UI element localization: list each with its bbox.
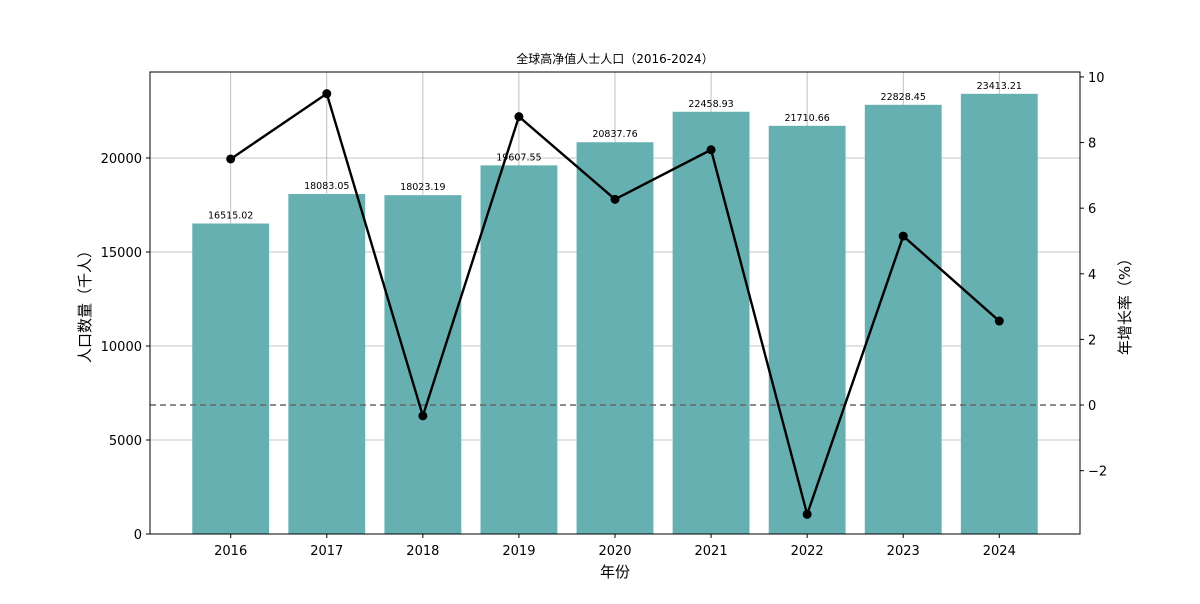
x-axis-label: 年份 <box>600 563 630 581</box>
bar-value-label: 22828.45 <box>881 92 926 103</box>
growth-point <box>994 316 1004 326</box>
y2-tick-label: 6 <box>1088 202 1096 217</box>
bar-value-label: 21710.66 <box>784 113 829 124</box>
bar-value-label: 18023.19 <box>400 182 445 193</box>
x-tick-label: 2017 <box>310 544 343 559</box>
y-tick-label: 10000 <box>101 340 142 355</box>
bar-value-label: 23413.21 <box>977 81 1022 92</box>
x-tick-label: 2020 <box>598 544 631 559</box>
y-tick-label: 5000 <box>109 434 142 449</box>
x-tick-label: 2024 <box>983 544 1016 559</box>
growth-point <box>226 154 236 164</box>
y2-axis-label: 年增长率（%） <box>1116 251 1134 355</box>
bar <box>288 194 366 535</box>
y2-tick-label: 8 <box>1088 137 1096 152</box>
chart-title: 全球高净值人士人口（2016-2024） <box>516 51 713 66</box>
growth-point <box>418 411 428 421</box>
y-axis-label: 人口数量（千人） <box>76 243 94 363</box>
y2-tick-label: 10 <box>1088 71 1105 86</box>
x-tick-label: 2018 <box>406 544 439 559</box>
bar <box>768 125 846 534</box>
axes: 2016 2017 2018 2019 2020 2021 2022 2023 2024 0 500… <box>101 71 1108 559</box>
y-tick-label: 20000 <box>101 152 142 167</box>
growth-point <box>802 509 812 519</box>
y2-tick-label: 0 <box>1088 399 1096 414</box>
y2-tick-label: 2 <box>1088 333 1096 348</box>
bar <box>384 195 462 534</box>
x-tick-label: 2022 <box>791 544 824 559</box>
bar <box>960 93 1038 534</box>
x-tick-label: 2023 <box>887 544 920 559</box>
bar-labels: 16515.02 18083.05 18023.19 19607.55 20837.76… <box>208 81 1022 222</box>
growth-point <box>514 112 524 122</box>
y2-tick-label: 4 <box>1088 268 1096 283</box>
bar-value-label: 19607.55 <box>496 152 541 163</box>
growth-line <box>226 89 1004 519</box>
y-tick-label: 15000 <box>101 246 142 261</box>
bar <box>864 104 942 535</box>
x-tick-label: 2021 <box>695 544 728 559</box>
bar-value-label: 18083.05 <box>304 181 349 192</box>
x-tick-label: 2016 <box>214 544 247 559</box>
growth-point <box>898 231 908 241</box>
y-tick-label: 0 <box>134 528 142 543</box>
bar <box>576 142 654 534</box>
growth-point <box>706 145 716 155</box>
x-tick-label: 2019 <box>502 544 535 559</box>
bar <box>480 165 558 534</box>
growth-point <box>610 194 620 204</box>
bar <box>192 223 270 534</box>
bar <box>672 111 750 535</box>
bar-value-label: 22458.93 <box>688 99 733 110</box>
bars <box>192 93 1038 535</box>
y2-tick-label: −2 <box>1088 465 1107 480</box>
growth-point <box>322 89 332 99</box>
bar-value-label: 16515.02 <box>208 211 253 222</box>
bar-value-label: 20837.76 <box>592 129 637 140</box>
